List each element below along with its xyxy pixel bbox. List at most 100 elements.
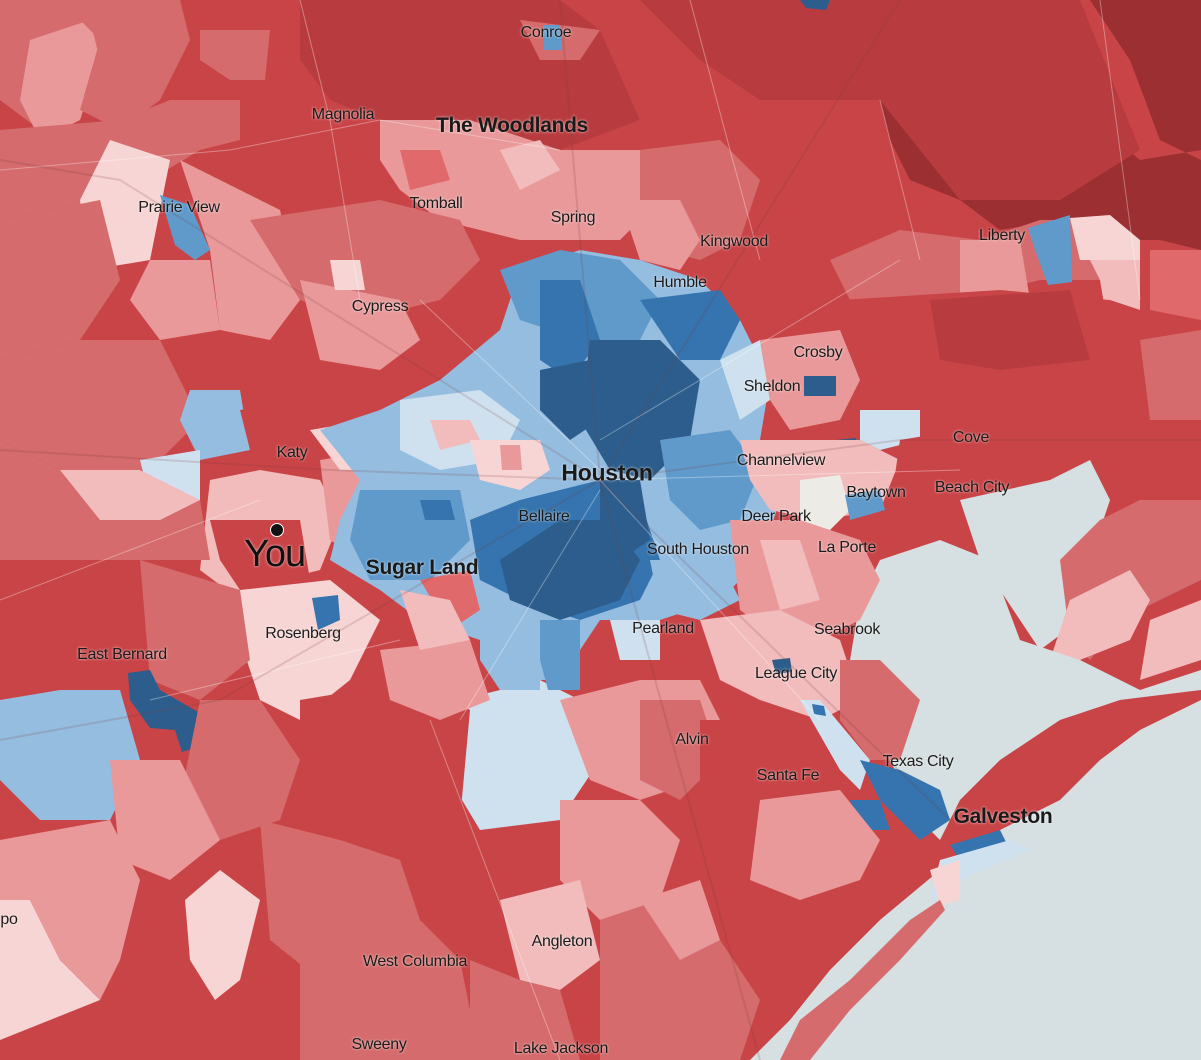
- precinct-area: [480, 620, 540, 690]
- precinct-area: [160, 195, 210, 260]
- city-label-the-woodlands: The Woodlands: [435, 114, 589, 137]
- precinct-area: [804, 376, 836, 396]
- city-label-campo-partial: po: [0, 911, 18, 928]
- precinct-area: [240, 400, 330, 480]
- precinct-area: [312, 595, 340, 630]
- precinct-area: [240, 580, 380, 720]
- precinct-area: [540, 280, 600, 380]
- city-label-galveston: Galveston: [953, 805, 1053, 828]
- precinct-area: [1070, 215, 1140, 260]
- precinct-area: [540, 360, 600, 440]
- precinct-area: [500, 880, 600, 990]
- precinct-area: [0, 820, 140, 1000]
- precinct-area: [560, 800, 680, 920]
- precinct-area: [0, 340, 200, 470]
- precinct-area: [1140, 330, 1201, 420]
- you-location-label: You: [244, 533, 306, 575]
- city-label-west-columbia: West Columbia: [362, 953, 468, 970]
- precinct-area: [130, 260, 220, 340]
- precinct-area: [380, 640, 490, 720]
- city-label-seabrook: Seabrook: [813, 621, 881, 638]
- precinct-area: [620, 200, 700, 270]
- precinct-area: [500, 140, 560, 190]
- precinct-area: [760, 540, 820, 610]
- city-label-magnolia: Magnolia: [311, 106, 375, 123]
- precinct-area: [650, 560, 740, 620]
- precinct-area: [812, 704, 826, 716]
- city-label-alvin: Alvin: [675, 731, 709, 748]
- precinct-area: [420, 500, 455, 520]
- city-label-la-porte: La Porte: [817, 539, 877, 556]
- precinct-area: [0, 200, 120, 360]
- precinct-area: [640, 290, 740, 360]
- precinct-area: [330, 260, 365, 290]
- precinct-area: [210, 520, 310, 600]
- precinct-area: [300, 680, 470, 860]
- city-label-bellaire: Bellaire: [518, 508, 570, 525]
- precinct-area: [760, 160, 840, 300]
- precinct-area: [1090, 420, 1201, 500]
- city-label-tomball: Tomball: [409, 195, 463, 212]
- precinct-area: [640, 880, 720, 960]
- city-label-crosby: Crosby: [793, 344, 843, 361]
- precinct-boundaries: [0, 0, 1141, 1060]
- precinct-area: [544, 25, 562, 50]
- precinct-area: [772, 658, 792, 674]
- city-label-channelview: Channelview: [736, 452, 826, 469]
- precinct-area: [300, 920, 480, 1060]
- precinct-area: [0, 900, 100, 1040]
- precinct-area: [720, 340, 770, 420]
- precinct-area: [1140, 600, 1201, 680]
- city-label-east-bernard: East Bernard: [77, 646, 167, 663]
- city-label-league-city: League City: [754, 665, 838, 682]
- precinct-area: [430, 420, 480, 450]
- precinct-area: [140, 560, 250, 700]
- city-label-santa-fe: Santa Fe: [756, 767, 820, 784]
- precinct-area: [540, 620, 580, 690]
- city-label-baytown: Baytown: [846, 484, 906, 501]
- precinct-area: [610, 620, 660, 660]
- precinct-area: [185, 870, 260, 1000]
- precinct-area: [60, 470, 200, 520]
- city-label-houston: Houston: [561, 459, 653, 486]
- precinct-area: [845, 490, 885, 520]
- city-label-sheldon: Sheldon: [743, 378, 801, 395]
- precinct-area: [750, 790, 880, 900]
- precinct-area: [180, 160, 300, 340]
- precinct-area: [1050, 570, 1150, 660]
- precinct-area: [1150, 250, 1201, 320]
- city-label-humble: Humble: [653, 274, 707, 291]
- precinct-area: [1090, 0, 1201, 140]
- precinct-area: [128, 670, 198, 752]
- city-label-angleton: Angleton: [531, 933, 593, 950]
- city-label-kingwood: Kingwood: [700, 233, 768, 250]
- precinct-area: [300, 280, 420, 370]
- precinct-area: [800, 700, 870, 790]
- precinct-area: [600, 480, 650, 560]
- city-label-cove: Cove: [952, 429, 990, 446]
- city-label-lake-jackson: Lake Jackson: [513, 1040, 609, 1057]
- city-label-deer-park: Deer Park: [741, 508, 811, 525]
- precinct-area: [840, 660, 920, 760]
- you-location-marker[interactable]: [270, 523, 284, 537]
- precinct-area: [500, 445, 522, 470]
- precinct-area: [0, 560, 150, 700]
- precinct-area: [60, 0, 190, 130]
- precinct-area: [1010, 700, 1150, 800]
- precinct-area: [110, 760, 220, 880]
- precinct-area: [400, 590, 470, 650]
- precinct-area: [640, 0, 1140, 200]
- city-label-liberty: Liberty: [979, 227, 1025, 244]
- city-label-pearland: Pearland: [632, 620, 694, 637]
- precinct-area: [470, 960, 580, 1060]
- precinct-area: [1028, 215, 1072, 285]
- precinct-area: [930, 840, 1030, 900]
- precinct-area: [0, 690, 140, 820]
- city-label-prairie-view: Prairie View: [138, 199, 220, 216]
- city-label-cypress: Cypress: [351, 298, 409, 315]
- precinct-area: [180, 700, 300, 840]
- precinct-area: [930, 290, 1090, 370]
